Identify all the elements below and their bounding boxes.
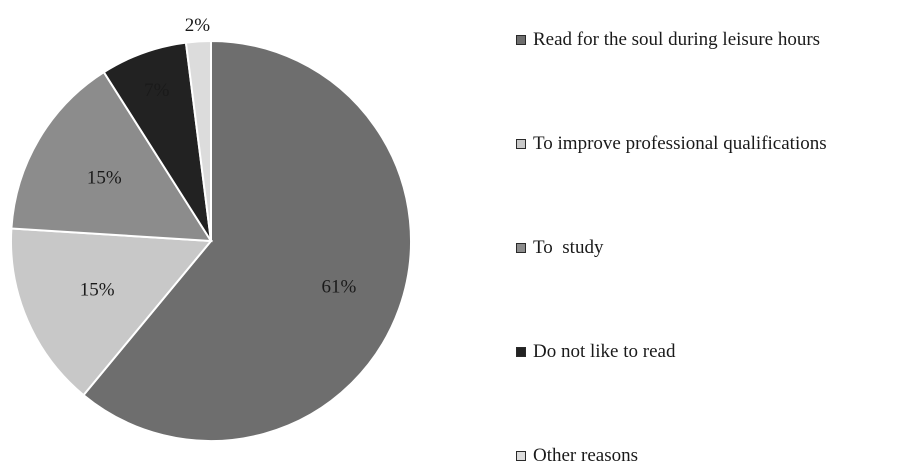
pie-slice-3	[10, 70, 213, 243]
legend-item-5: Other reasons	[516, 442, 638, 470]
data-label-1: 61%	[322, 277, 357, 298]
data-label-3: 15%	[87, 167, 122, 188]
pie-data-labels: 61% 15% 15% 7% 2%	[80, 15, 357, 301]
legend-swatch	[516, 347, 526, 357]
legend-label: Other reasons	[533, 445, 638, 466]
legend-item-4: Do not like to read	[516, 338, 675, 366]
legend-label: To improve professional qualifications	[533, 133, 827, 154]
legend-item-1: Read for the soul during leisure hours	[516, 26, 820, 54]
legend-swatch	[516, 243, 526, 253]
pie-slices	[10, 39, 412, 442]
legend-item-3: To study	[516, 234, 603, 262]
legend-swatch	[516, 451, 526, 461]
legend-label: To study	[533, 237, 604, 258]
data-label-4: 7%	[144, 80, 170, 101]
legend-item-2: To improve professional qualifications	[516, 130, 827, 158]
pie-slice-2	[10, 227, 214, 397]
data-label-5: 2%	[185, 15, 211, 36]
legend-label: Read for the soul during leisure hours	[533, 29, 821, 50]
legend-label: Do not like to read	[533, 341, 676, 362]
legend-swatch	[516, 139, 526, 149]
legend-swatch	[516, 35, 526, 45]
pie-slice-1	[82, 39, 412, 442]
pie-slice-5	[184, 39, 212, 242]
data-label-2: 15%	[80, 280, 115, 301]
